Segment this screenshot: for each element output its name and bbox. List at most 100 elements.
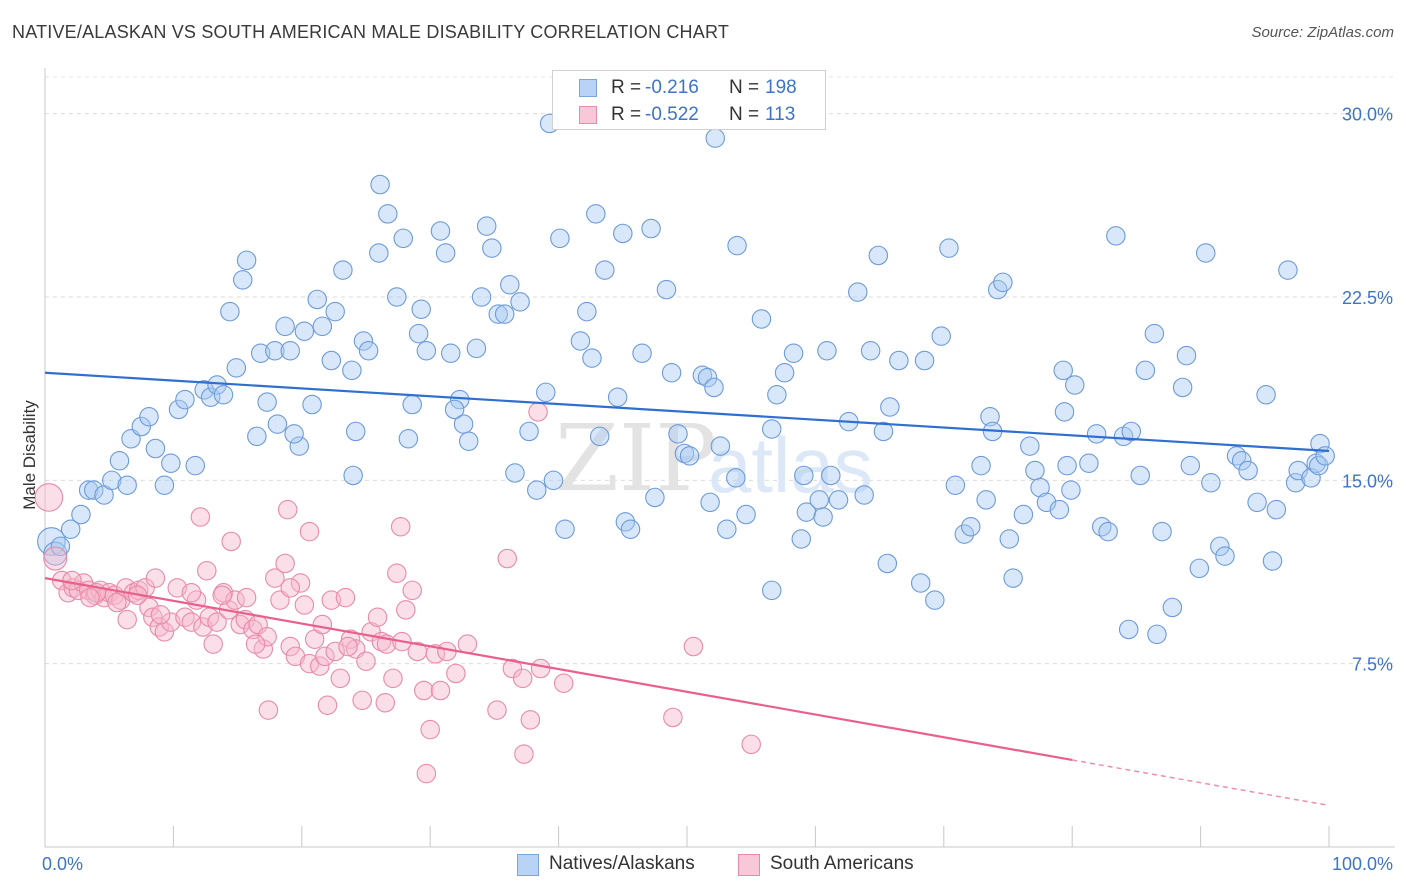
natives-point-128 [925,590,945,610]
natives-point-177 [1256,385,1276,405]
y-tick-labels: 7.5% 15.0% 22.5% 30.0% [1342,105,1393,675]
legend-swatch-south-americans [579,106,597,124]
natives-point-160 [1135,360,1156,381]
legend-swatch-natives [579,79,597,97]
natives-point-146 [1049,499,1070,520]
series-south-americans [34,402,761,784]
legend-label-south-americans: South Americans [770,853,914,874]
natives-point-72 [519,421,539,442]
natives-point-142 [1020,436,1040,456]
south-americans-point-80 [390,517,411,537]
natives-point-45 [353,331,374,351]
south-americans-point-54 [335,587,356,608]
natives-point-123 [877,553,898,574]
legend-n-value: 113 [765,104,796,125]
south-americans-point-84 [512,668,533,689]
natives-point-152 [1079,453,1099,473]
natives-point-69 [500,275,520,295]
south-americans-point-71 [425,644,446,664]
natives-point-151 [1065,375,1085,395]
south-americans-point-72 [430,680,451,701]
natives-point-34 [280,341,300,361]
natives-point-90 [645,487,665,508]
natives-point-186 [1310,433,1330,454]
x-tick-label-min: 0.0% [42,854,83,874]
natives-point-131 [945,475,966,495]
series-legend: Natives/Alaskans South Americans [0,852,1406,878]
natives-point-170 [1201,473,1221,493]
natives-point-47 [369,243,389,263]
natives-point-158 [1121,421,1142,442]
natives-point-48 [370,174,390,195]
natives-point-62 [458,431,479,451]
south-americans-point-75 [190,507,211,527]
south-americans-point-99 [150,605,171,625]
south-americans-point-106 [181,583,202,603]
natives-point-110 [791,529,812,549]
natives-point-178 [1262,551,1283,571]
south-americans-point-94 [514,744,534,764]
natives-point-120 [860,341,881,361]
natives-point-95 [679,446,700,466]
natives-point-76 [550,228,570,249]
natives-point-26 [232,270,253,290]
south-americans-point-100 [212,585,232,605]
legend-r-label: R = [611,104,642,125]
natives-point-77 [555,519,575,539]
south-americans-point-67 [402,580,422,601]
natives-point-125 [889,350,909,371]
natives-point-165 [1172,377,1193,398]
natives-point-159 [1118,619,1139,640]
south-americans-point-55 [340,629,361,649]
natives-point-106 [761,580,782,601]
natives-point-78 [570,331,591,351]
south-americans-point-107 [145,568,166,588]
y-tick-label: 22.5% [1342,288,1393,308]
axes [44,68,1395,848]
south-americans-point-79 [299,521,320,542]
south-americans-point-1 [43,546,68,571]
natives-point-126 [910,573,931,593]
natives-point-83 [595,260,615,280]
natives-point-67 [488,304,509,324]
natives-point-71 [510,292,530,312]
natives-point-43 [342,360,362,381]
south-americans-point-18 [139,597,159,618]
natives-point-18 [175,389,195,410]
south-americans-point-51 [321,590,342,610]
natives-point-175 [1238,460,1258,481]
south-americans-point-66 [396,600,416,620]
natives-point-169 [1195,243,1216,263]
natives-point-70 [505,463,525,483]
south-americans-point-33 [225,590,245,610]
natives-point-41 [325,301,345,322]
natives-point-63 [466,338,487,359]
natives-point-149 [1057,455,1077,476]
natives-point-36 [294,321,315,341]
natives-point-93 [668,424,688,444]
natives-point-104 [736,504,756,525]
natives-point-111 [794,465,814,486]
natives-point-168 [1189,558,1210,579]
natives-point-91 [656,279,677,300]
south-americans-point-64 [387,563,407,583]
natives-point-25 [226,358,247,378]
south-americans-point-39 [257,627,277,647]
natives-point-57 [430,221,451,241]
natives-point-16 [161,453,181,473]
legend-n-label: N = [729,104,760,125]
natives-point-135 [980,407,1000,427]
south-americans-point-63 [383,668,403,689]
natives-point-13 [139,407,159,427]
natives-point-39 [312,316,333,337]
natives-point-192 [444,399,465,420]
south-americans-point-89 [528,402,548,422]
natives-point-17 [168,399,189,420]
natives-point-38 [307,289,327,310]
natives-point-44 [345,421,366,442]
natives-point-185 [1308,455,1329,476]
south-americans-point-86 [530,658,551,679]
natives-point-53 [402,394,422,415]
natives-point-183 [1301,468,1321,488]
natives-point-130 [939,238,959,258]
